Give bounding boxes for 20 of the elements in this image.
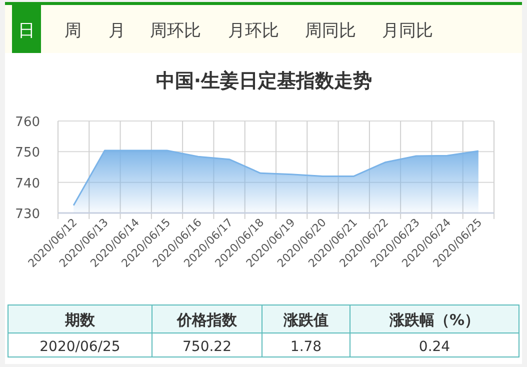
- text: 2020/06/25: [40, 339, 120, 355]
- text: 涨跌幅（%）: [388, 311, 480, 329]
- text: 月环比: [228, 21, 279, 41]
- text: 周环比: [150, 21, 201, 41]
- y-tick-label: 740: [15, 176, 40, 192]
- y-tick-label: 760: [15, 115, 40, 130]
- chart-title: 中国·生姜日定基指数走势: [156, 70, 372, 92]
- text: 月同比: [382, 21, 433, 41]
- text: 价格指数: [176, 311, 238, 329]
- y-tick-label: 730: [15, 207, 40, 222]
- text: 0.24: [418, 339, 450, 355]
- text: 期数: [64, 311, 96, 329]
- text: 750.22: [182, 339, 232, 355]
- text: 1.78: [290, 339, 322, 355]
- y-tick-label: 750: [15, 146, 40, 161]
- text: 月: [108, 21, 126, 41]
- text: 日: [18, 21, 35, 41]
- text: 周: [64, 21, 82, 41]
- text: 周同比: [305, 21, 356, 41]
- text: 涨跌值: [282, 311, 328, 329]
